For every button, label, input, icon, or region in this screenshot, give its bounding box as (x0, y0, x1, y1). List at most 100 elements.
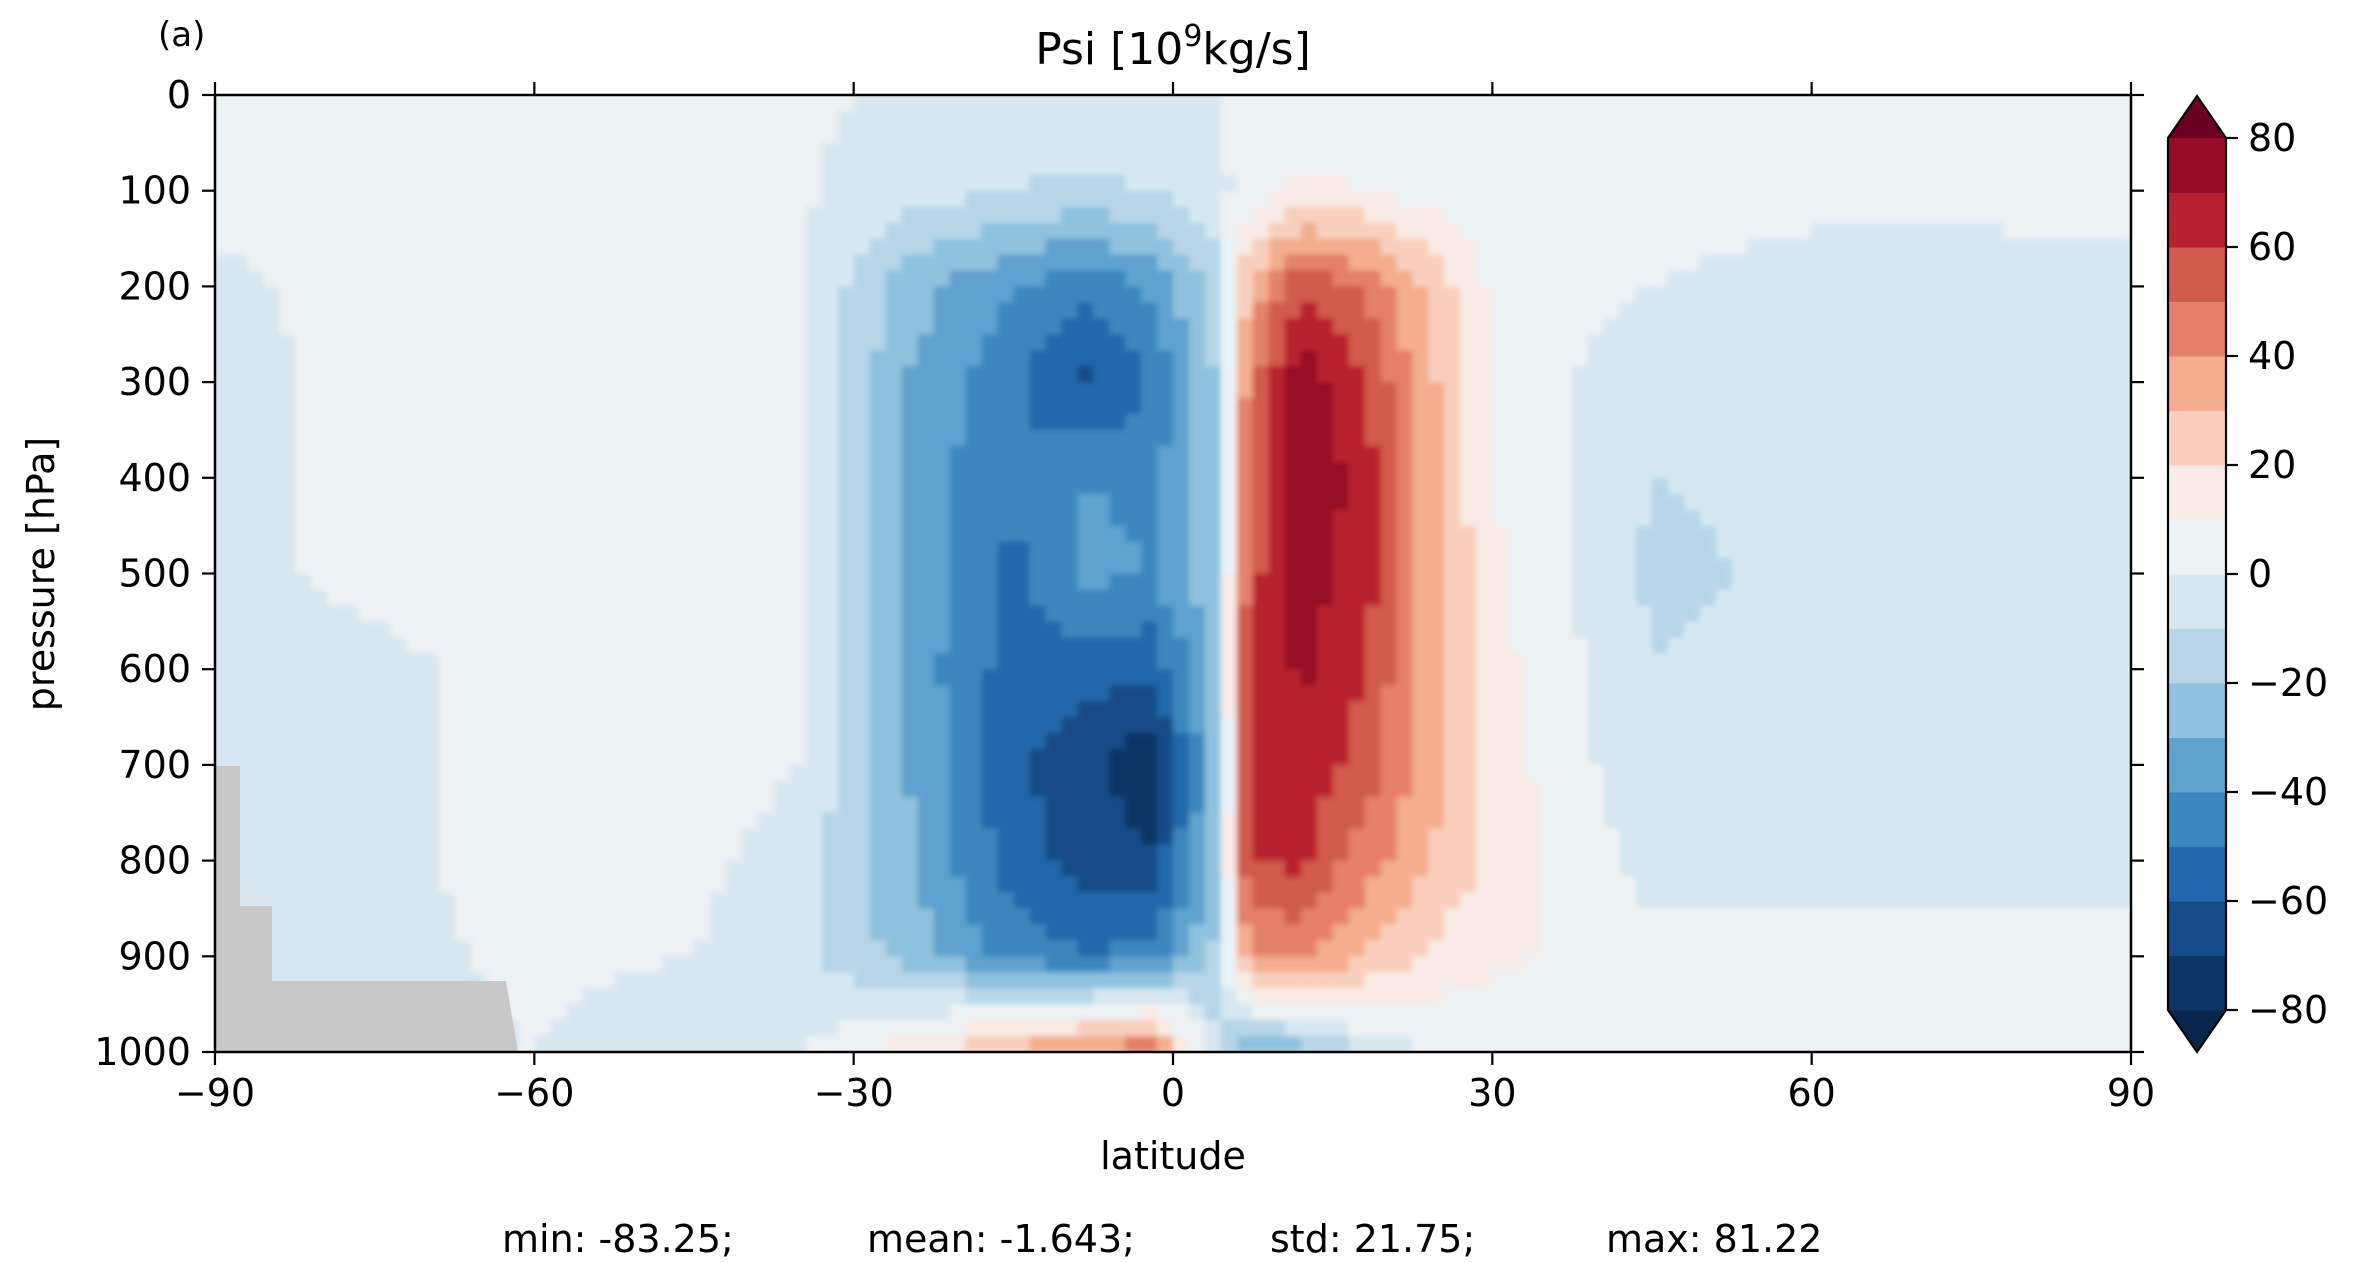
field-cell (230, 334, 248, 351)
field-cell (406, 270, 424, 288)
field-cell (965, 748, 983, 766)
field-cell (1428, 669, 1446, 686)
field-cell (1907, 318, 1925, 336)
field-cell (1715, 142, 1733, 160)
field-cell (374, 110, 392, 128)
field-cell (1795, 254, 1813, 272)
field-cell (885, 717, 903, 734)
field-cell (1157, 557, 1174, 575)
field-cell (582, 270, 599, 288)
field-cell (614, 541, 631, 559)
field-cell (1683, 302, 1701, 320)
field-cell (406, 685, 424, 702)
field-cell (933, 685, 951, 702)
field-cell (1204, 318, 1222, 336)
field-cell (614, 350, 631, 367)
field-cell (965, 701, 983, 718)
field-cell (550, 669, 568, 686)
field-cell (566, 350, 584, 367)
field-cell (454, 445, 472, 463)
field-cell (294, 605, 312, 623)
field-cell (1572, 589, 1589, 607)
field-cell (374, 748, 392, 766)
field-cell (997, 621, 1015, 639)
field-cell (550, 429, 568, 447)
field-cell (1827, 382, 1845, 399)
field-cell (1939, 605, 1957, 623)
field-cell (262, 429, 280, 447)
field-cell (422, 270, 440, 288)
field-cell (1556, 318, 1573, 336)
field-cell (885, 366, 903, 383)
field-cell (1923, 669, 1941, 686)
field-cell (1061, 318, 1078, 336)
field-cell (1572, 445, 1589, 463)
field-cell (981, 174, 999, 192)
field-cell (2067, 493, 2084, 511)
field-cell (1045, 573, 1063, 591)
field-cell (374, 286, 392, 304)
field-cell (1348, 158, 1366, 176)
field-cell (2115, 429, 2131, 447)
field-cell (1013, 366, 1031, 383)
field-cell (981, 541, 999, 559)
field-cell (1364, 334, 1382, 351)
field-cell (246, 254, 264, 272)
field-cell (1572, 605, 1589, 623)
field-cell (709, 174, 727, 192)
field-cell (1220, 589, 1238, 607)
field-cell (1332, 382, 1350, 399)
field-cell (821, 142, 839, 160)
field-cell (917, 669, 935, 686)
field-cell (1779, 126, 1797, 144)
field-cell (901, 509, 919, 527)
field-cell (614, 637, 631, 655)
field-cell (1939, 637, 1957, 655)
field-cell (310, 142, 328, 160)
field-cell (646, 126, 663, 144)
field-cell (1715, 254, 1733, 272)
field-cell (278, 350, 296, 367)
field-cell (1141, 669, 1158, 686)
field-cell (997, 509, 1015, 527)
field-cell (630, 541, 647, 559)
field-cell (310, 254, 328, 272)
field-cell (965, 95, 983, 112)
field-cell (2115, 222, 2131, 240)
field-cell (2083, 110, 2100, 128)
field-cell (1268, 350, 1286, 367)
field-cell (582, 573, 599, 591)
field-cell (789, 589, 807, 607)
field-cell (1460, 509, 1478, 527)
field-cell (1683, 334, 1701, 351)
field-cell (933, 95, 951, 112)
field-cell (741, 126, 759, 144)
field-cell (310, 493, 328, 511)
field-cell (262, 541, 280, 559)
field-cell (1332, 733, 1350, 750)
field-cell (725, 701, 743, 718)
field-cell (1747, 398, 1765, 415)
field-cell (358, 429, 376, 447)
field-cell (1364, 206, 1382, 224)
field-cell (1636, 685, 1653, 702)
field-cell (1971, 414, 1989, 431)
field-cell (1667, 302, 1685, 320)
field-cell (1779, 366, 1797, 383)
field-cell (917, 286, 935, 304)
field-cell (2051, 350, 2068, 367)
field-cell (1987, 733, 2005, 750)
field-cell (1093, 190, 1110, 208)
field-cell (486, 254, 504, 272)
field-cell (789, 748, 807, 766)
field-cell (502, 414, 520, 431)
field-cell (326, 748, 344, 766)
field-cell (789, 366, 807, 383)
field-cell (278, 733, 296, 750)
field-cell (709, 605, 727, 623)
field-cell (1508, 461, 1526, 479)
field-cell (1077, 541, 1094, 559)
field-cell (486, 206, 504, 224)
field-cell (2035, 334, 2052, 351)
field-cell (709, 525, 727, 543)
